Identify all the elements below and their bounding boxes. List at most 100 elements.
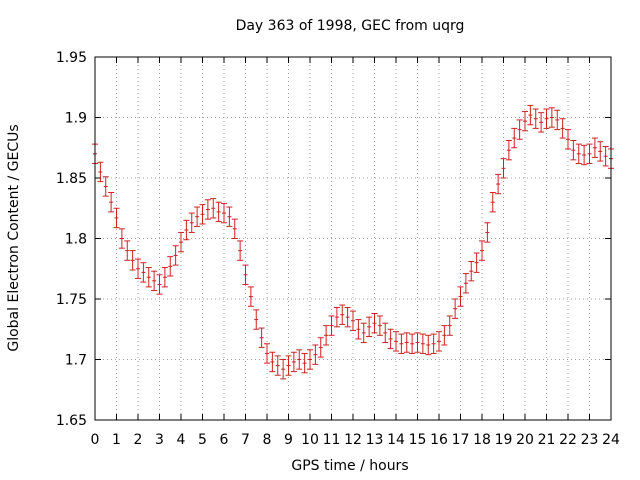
data-point: [355, 319, 362, 340]
data-point: [398, 333, 405, 354]
data-point: [597, 141, 604, 162]
data-point: [253, 309, 260, 330]
data-point: [204, 199, 211, 220]
data-series: [92, 104, 614, 380]
data-point: [409, 333, 416, 354]
data-point: [312, 344, 319, 365]
data-point: [210, 198, 217, 219]
data-point: [108, 192, 115, 213]
data-point: [366, 316, 373, 338]
data-point: [113, 207, 120, 229]
x-tick-label: 10: [301, 432, 319, 448]
data-point: [226, 206, 233, 227]
data-point: [505, 139, 512, 161]
x-tick-label: 8: [263, 432, 272, 448]
data-point: [178, 231, 184, 253]
data-point: [135, 258, 141, 279]
data-point: [419, 333, 426, 354]
data-point: [215, 201, 222, 223]
data-point: [548, 107, 555, 128]
data-point: [172, 245, 179, 266]
x-tick-label: 9: [284, 432, 293, 448]
x-tick-label: 5: [198, 432, 207, 448]
data-point: [387, 328, 394, 350]
grid-lines: [95, 57, 611, 420]
data-point: [393, 331, 399, 352]
data-point: [290, 351, 297, 373]
y-axis-label: Global Electron Content / GECUs: [6, 124, 22, 351]
data-point: [264, 343, 270, 364]
data-point: [188, 212, 195, 233]
data-point: [156, 274, 163, 295]
data-point: [151, 270, 158, 292]
data-point: [430, 333, 437, 354]
data-point: [581, 144, 588, 166]
data-point: [554, 109, 561, 131]
data-point: [462, 273, 469, 294]
data-point: [269, 351, 276, 373]
data-point: [323, 325, 330, 346]
data-point: [575, 143, 582, 164]
data-point: [140, 262, 147, 283]
data-point: [339, 304, 346, 325]
data-point: [129, 250, 136, 271]
data-point: [538, 112, 545, 133]
data-point: [97, 161, 104, 183]
x-tick-label: 21: [538, 432, 556, 448]
x-tick-label: 15: [409, 432, 427, 448]
x-tick-label: 20: [516, 432, 534, 448]
data-point: [199, 204, 206, 225]
x-axis: 0 1 2 3 4 5 6 7 8 9 10 11 12 13 14 15 16 17 18 19 20 21 22 23 24: [91, 57, 620, 448]
data-point: [274, 355, 281, 376]
data-point: [382, 322, 389, 344]
data-point: [301, 352, 308, 374]
plot-frame: [94, 56, 612, 421]
data-point: [145, 267, 152, 288]
x-tick-label: 11: [323, 432, 341, 448]
x-tick-label: 2: [134, 432, 143, 448]
data-point: [522, 110, 528, 132]
data-point: [258, 327, 265, 348]
data-point: [371, 313, 378, 334]
data-point: [479, 240, 485, 261]
x-tick-label: 0: [91, 432, 100, 448]
data-point: [446, 315, 453, 336]
data-point: [532, 108, 539, 129]
x-tick-label: 23: [581, 432, 599, 448]
x-tick-label: 13: [366, 432, 384, 448]
data-point: [452, 298, 459, 319]
data-point: [565, 129, 571, 150]
data-point: [280, 359, 287, 380]
x-tick-label: 6: [220, 432, 229, 448]
x-tick-label: 3: [155, 432, 164, 448]
data-point: [586, 143, 593, 164]
x-tick-label: 19: [495, 432, 513, 448]
data-point: [376, 315, 383, 336]
x-tick-label: 18: [473, 432, 491, 448]
data-point: [242, 264, 249, 285]
data-point: [473, 252, 480, 273]
x-tick-label: 22: [559, 432, 577, 448]
x-axis-label: GPS time / hours: [291, 458, 408, 474]
y-tick-label: 1.95: [56, 50, 87, 66]
data-point: [296, 349, 303, 370]
data-point: [484, 222, 491, 243]
x-tick-label: 7: [241, 432, 250, 448]
data-point: [194, 206, 201, 227]
data-point: [333, 306, 340, 328]
data-point: [403, 332, 410, 353]
data-point: [183, 219, 190, 241]
data-point: [221, 202, 227, 224]
data-point: [167, 256, 174, 277]
data-point: [495, 173, 502, 195]
data-point: [468, 260, 475, 282]
y-tick-label: 1.65: [56, 413, 87, 429]
data-point: [602, 146, 609, 167]
data-point: [543, 108, 550, 129]
data-point: [344, 306, 351, 328]
data-point: [489, 192, 496, 213]
data-point: [425, 334, 432, 356]
data-point: [237, 240, 244, 261]
data-point: [516, 119, 523, 140]
y-tick-label: 1.9: [65, 111, 87, 127]
